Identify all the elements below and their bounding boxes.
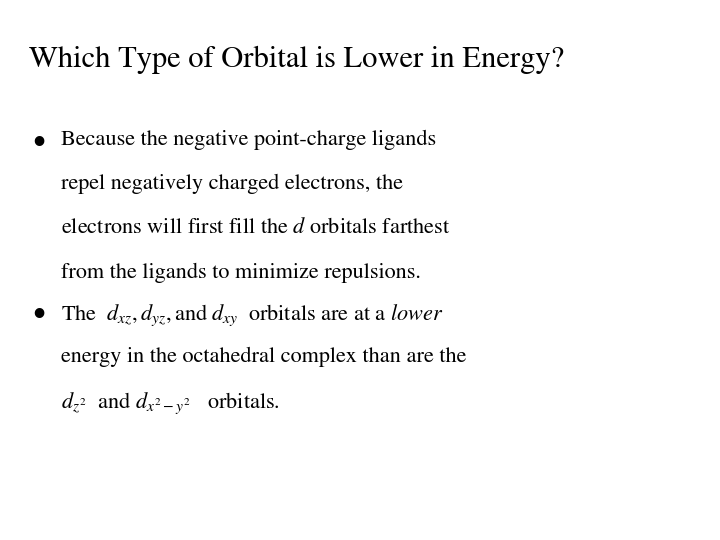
Text: Which Type of Orbital is Lower in Energy?: Which Type of Orbital is Lower in Energy…: [29, 46, 564, 74]
Text: $d_{z^2}$  and $d_{x^2-y^2}$   orbitals.: $d_{z^2}$ and $d_{x^2-y^2}$ orbitals.: [61, 391, 280, 416]
Text: •: •: [32, 302, 45, 326]
Text: energy in the octahedral complex than are the: energy in the octahedral complex than ar…: [61, 347, 467, 367]
Text: The  $d_{xz}, d_{yz},\mathrm{and}\; d_{xy}$  orbitals are at a $\mathit{lower}$: The $d_{xz}, d_{yz},\mathrm{and}\; d_{xy…: [61, 302, 444, 328]
Text: from the ligands to minimize repulsions.: from the ligands to minimize repulsions.: [61, 262, 421, 283]
Text: electrons will first fill the $d$ orbitals farthest: electrons will first fill the $d$ orbita…: [61, 218, 451, 238]
Text: •: •: [32, 130, 45, 153]
Text: Because the negative point-charge ligands: Because the negative point-charge ligand…: [61, 130, 436, 150]
Text: repel negatively charged electrons, the: repel negatively charged electrons, the: [61, 174, 403, 194]
